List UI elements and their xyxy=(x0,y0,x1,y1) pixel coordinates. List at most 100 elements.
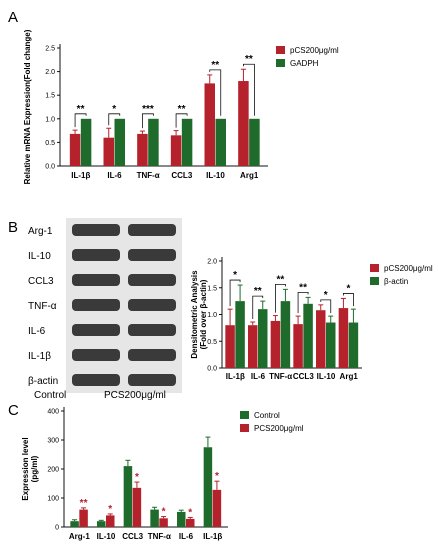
blot-band-pcs xyxy=(128,349,176,361)
bar xyxy=(212,489,222,527)
category-label: TNF-α xyxy=(137,171,160,180)
significance-bracket xyxy=(320,299,332,314)
significance-bracket xyxy=(275,283,286,313)
bar xyxy=(293,324,303,368)
legend-swatch xyxy=(370,277,379,285)
legend-swatch xyxy=(240,411,249,419)
significance-bracket xyxy=(343,293,354,307)
category-label: IL-1β xyxy=(71,171,90,180)
category-label: TNF-α xyxy=(148,532,171,541)
category-label: CCL3 xyxy=(171,171,192,180)
category-label: IL-6 xyxy=(251,372,266,381)
category-label: IL-10 xyxy=(97,532,116,541)
significance-bracket xyxy=(243,63,255,116)
y-axis-label: Expression level(pg/ml) xyxy=(21,437,39,500)
bar xyxy=(148,118,159,166)
blot-label: IL-1β xyxy=(28,351,51,362)
y-tick-label: 2.5 xyxy=(45,46,55,53)
bar xyxy=(326,322,336,368)
blot-condition-pcs: PCS200μg/ml xyxy=(104,390,166,401)
blot-band-control xyxy=(72,299,120,311)
blot-label: β-actin xyxy=(28,376,58,387)
bar xyxy=(215,118,226,166)
significance-marker: ** xyxy=(254,286,262,297)
bar xyxy=(106,515,115,527)
significance-marker: * xyxy=(188,507,192,518)
bar xyxy=(177,511,186,527)
blot-band-control xyxy=(72,224,120,236)
legend-swatch xyxy=(276,59,285,67)
category-label: IL-6 xyxy=(107,171,122,180)
category-label: TNF-α xyxy=(269,372,292,381)
y-tick-label: 300 xyxy=(47,438,59,445)
blot-label: Arg-1 xyxy=(28,226,53,237)
y-axis-label-line: (Fold over β-actin) xyxy=(199,279,208,349)
blot-label: IL-10 xyxy=(28,251,51,262)
significance-marker: * xyxy=(135,472,139,483)
category-label: Arg1 xyxy=(240,171,259,180)
significance-bracket xyxy=(229,279,241,307)
panel-letter-c: C xyxy=(8,402,19,419)
chart-a: 0.0 0.5 1.0 1.5 2.0 2.5 Relative mRNA Expressi… xyxy=(23,29,339,184)
bar xyxy=(235,301,245,368)
blot-band-pcs xyxy=(128,324,176,336)
bar xyxy=(348,322,359,368)
y-tick-label: 1.0 xyxy=(207,312,217,319)
y-axis-label: Relative mRNA Expression(Fold change) xyxy=(23,29,32,184)
bar xyxy=(97,521,106,527)
blot-condition-control: Control xyxy=(34,390,66,401)
legend-label: β-actin xyxy=(384,277,408,286)
significance-marker: ** xyxy=(178,104,186,115)
bar xyxy=(159,518,168,527)
significance-marker: ** xyxy=(77,104,85,115)
y-tick-label: 0.5 xyxy=(207,339,217,346)
bar xyxy=(123,466,133,527)
bar xyxy=(204,83,215,166)
y-tick-label: 2.0 xyxy=(45,69,55,76)
bar xyxy=(249,118,260,166)
bar xyxy=(186,518,195,527)
significance-marker: ** xyxy=(80,498,88,509)
y-tick-label: 2.0 xyxy=(207,259,217,266)
chart-b: 0.0 0.5 1.0 1.5 2.0 Densitometric Analysis(Fo… xyxy=(190,257,433,381)
significance-bracket xyxy=(142,113,154,129)
legend-label: pCS200μg/ml xyxy=(384,264,433,273)
significance-marker: * xyxy=(108,504,112,515)
category-label: CCL3 xyxy=(122,532,143,541)
bar xyxy=(248,325,258,368)
bar xyxy=(303,303,313,368)
legend-label: GADPH xyxy=(290,59,319,68)
category-label: IL-1β xyxy=(203,532,222,541)
bar xyxy=(170,135,182,166)
y-tick-label: 400 xyxy=(47,409,59,416)
significance-bracket xyxy=(252,295,264,319)
bar xyxy=(69,133,81,166)
bar xyxy=(80,118,92,166)
blot-band-control xyxy=(72,249,120,261)
y-tick-label: 1.0 xyxy=(45,116,55,123)
bar xyxy=(280,301,291,368)
category-label: Arg1 xyxy=(340,372,359,381)
chart-c: 0 100 200 300 400 Expression level(pg/ml) Arg-… xyxy=(21,407,304,541)
significance-marker: ** xyxy=(211,60,219,71)
y-tick-label: 0.5 xyxy=(45,140,55,147)
category-label: IL-6 xyxy=(179,532,194,541)
y-axis-label-line: (pg/ml) xyxy=(30,455,39,482)
y-axis-label: Densitometric Analysis(Fold over β-actin… xyxy=(190,270,208,359)
blot-label: CCL3 xyxy=(28,276,54,287)
category-label: CCL3 xyxy=(293,372,314,381)
bar xyxy=(258,309,268,368)
legend-swatch xyxy=(276,46,285,54)
blot-label: TNF-α xyxy=(28,301,57,312)
y-tick-label: 0.0 xyxy=(45,164,55,171)
significance-marker: ** xyxy=(245,54,253,65)
significance-bracket xyxy=(108,113,121,126)
category-label: Arg-1 xyxy=(69,532,90,541)
bar xyxy=(114,118,125,166)
legend-swatch xyxy=(370,264,379,272)
significance-bracket xyxy=(74,113,87,128)
bar xyxy=(132,487,142,527)
bar xyxy=(181,118,193,166)
blot-band-control xyxy=(72,374,120,386)
